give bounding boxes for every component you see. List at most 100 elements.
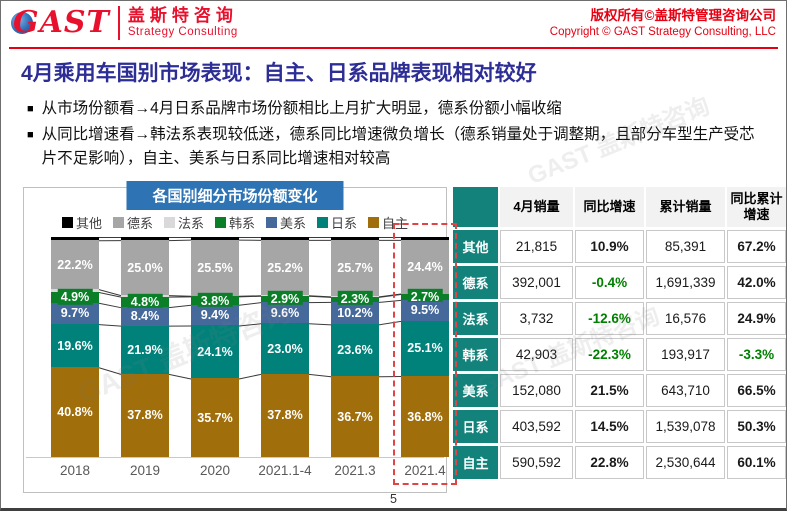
x-axis-label-2021.3: 2021.3 <box>334 463 376 478</box>
bar-value-label: 40.8% <box>54 403 96 421</box>
bullet-square-icon: ■ <box>27 103 34 115</box>
bar-value-label: 25.5% <box>194 259 236 276</box>
bar-value-label: 25.7% <box>334 259 376 277</box>
table-row-label-美系: 美系 <box>453 374 498 407</box>
bar-value-label: 37.8% <box>124 407 166 424</box>
table-cell: 42,903 <box>500 338 573 371</box>
table-cell: 16,576 <box>646 302 725 335</box>
chart-legend: 其他 德系 法系 韩系 美系 日系 自主 <box>24 213 446 232</box>
legend-swatch-icon <box>266 217 277 228</box>
table-cell: 10.9% <box>575 230 644 263</box>
bullet-item-2: ■ 从同比增速看→韩法系表现较低迷，德系同比增速微负增长（德系销量处于调整期，且… <box>27 123 769 171</box>
logo-name-cn: 盖斯特咨询 <box>127 6 238 26</box>
legend-item-美系: 美系 <box>266 213 306 232</box>
bar-value-label: 36.7% <box>334 408 376 425</box>
highlight-dashed-box <box>393 223 457 485</box>
bar-value-label: 2.9% <box>267 290 303 308</box>
table-header-cell: 同比累计增速 <box>727 187 786 227</box>
bar-value-label: 9.7% <box>57 305 93 322</box>
bar-segment-其他-2021.1-4 <box>261 237 309 240</box>
bar-value-label: 2.3% <box>337 291 373 308</box>
table-cell: 24.9% <box>727 302 786 335</box>
table-cell: 14.5% <box>575 410 644 443</box>
table-cell: 42.0% <box>727 266 786 299</box>
bar-value-label: 22.2% <box>54 256 96 273</box>
table-corner-cell <box>453 187 498 227</box>
legend-item-法系: 法系 <box>163 213 204 232</box>
x-axis-label-2021.1-4: 2021.1-4 <box>258 463 312 478</box>
x-axis-label-2019: 2019 <box>129 463 161 478</box>
table-cell: 66.5% <box>727 374 786 407</box>
x-axis-label-2021.4: 2021.4 <box>404 463 446 478</box>
table-cell: -22.3% <box>575 338 644 371</box>
bar-segment-其他-2021.3 <box>331 237 379 240</box>
header-rule <box>9 47 778 49</box>
bar-segment-其他-2019 <box>121 237 169 241</box>
logo-names: 盖斯特咨询 Strategy Consulting <box>128 7 238 38</box>
legend-item-韩系: 韩系 <box>214 213 255 232</box>
bar-value-label: 24.4% <box>404 258 446 275</box>
page-number: 5 <box>390 492 397 506</box>
globe-icon <box>11 12 33 34</box>
bullet-square-icon: ■ <box>27 129 34 142</box>
header: GAST 盖斯特咨询 Strategy Consulting 版权所有©盖斯特管… <box>1 1 786 49</box>
logo-divider <box>117 6 120 40</box>
logo-gast-wordmark: GAST <box>11 5 110 41</box>
bullet-item-1: ■ 从市场份额看→4月日系品牌市场份额相比上月扩大明显，德系份额小幅收缩 <box>27 97 769 121</box>
bullet-text-1: 从市场份额看→4月日系品牌市场份额相比上月扩大明显，德系份额小幅收缩 <box>41 100 562 117</box>
table-row-label-日系: 日系 <box>453 410 498 443</box>
legend-label: 韩系 <box>228 216 255 231</box>
bullet-list: ■ 从市场份额看→4月日系品牌市场份额相比上月扩大明显，德系份额小幅收缩 ■ 从… <box>27 97 769 173</box>
table-header-cell: 累计销量 <box>646 187 725 227</box>
table-cell: 21,815 <box>500 230 573 263</box>
chart-title: 各国别细分市场份额变化 <box>126 181 344 210</box>
bar-value-label: 35.7% <box>194 409 236 426</box>
table-cell: 60.1% <box>727 446 786 479</box>
bar-value-label: 25.2% <box>264 259 306 276</box>
table-cell: 50.3% <box>727 410 786 443</box>
bar-value-label: 4.9% <box>57 289 93 306</box>
table-cell: 643,710 <box>646 374 725 407</box>
table-row-label-自主: 自主 <box>453 446 498 479</box>
bar-value-label: 37.8% <box>264 407 306 424</box>
legend-label: 法系 <box>177 216 204 231</box>
bar-segment-其他-2018 <box>51 237 99 241</box>
bar-value-label: 4.8% <box>127 293 163 311</box>
page-title: 4月乘用车国别市场表现：自主、日系品牌表现相对较好 <box>21 62 537 85</box>
logo-name-en: Strategy Consulting <box>127 26 238 39</box>
table-cell: 1,691,339 <box>646 266 725 299</box>
legend-swatch-icon <box>112 217 124 228</box>
table-cell: 67.2% <box>727 230 786 263</box>
table-cell: 392,001 <box>500 266 573 299</box>
table-cell: 152,080 <box>500 374 573 407</box>
legend-item-日系: 日系 <box>317 213 357 232</box>
bar-value-label: 19.6% <box>54 337 96 354</box>
table-cell: 85,391 <box>646 230 725 263</box>
bar-value-label: 23.6% <box>334 342 376 359</box>
table-row-label-德系: 德系 <box>453 266 498 299</box>
x-axis-label-2020: 2020 <box>199 463 231 478</box>
connector-lines <box>26 237 444 458</box>
bar-value-label: 2.7% <box>407 288 443 306</box>
legend-swatch-icon <box>368 217 380 228</box>
company-logo: GAST 盖斯特咨询 Strategy Consulting <box>11 5 238 41</box>
bar-value-label: 9.5% <box>407 302 443 319</box>
legend-label: 日系 <box>331 216 358 231</box>
table-row-label-法系: 法系 <box>453 302 498 335</box>
bar-value-label: 36.8% <box>404 408 446 425</box>
summary-table: 4月销量 同比增速 累计销量 同比累计增速 其他 21,815 10.9% 85,391 67.… <box>453 187 786 479</box>
table-cell: -3.3% <box>727 338 786 371</box>
legend-item-其他: 其他 <box>61 213 102 232</box>
bar-value-label: 23.0% <box>264 340 306 357</box>
copyright-en: Copyright © GAST Strategy Consulting, LL… <box>549 26 776 39</box>
bullet-text-2: 从同比增速看→韩法系表现较低迷，德系同比增速微负增长（德系销量处于调整期，且部分… <box>41 126 755 168</box>
legend-swatch-icon <box>61 217 73 228</box>
bar-value-label: 25.0% <box>124 259 166 276</box>
table-cell: -12.6% <box>575 302 644 335</box>
legend-swatch-icon <box>214 217 226 228</box>
legend-label: 美系 <box>280 216 307 231</box>
logo-acronym: GAST <box>13 5 110 40</box>
market-share-chart-panel: 各国别细分市场份额变化 其他 德系 法系 韩系 美系 日系 自主 2018 2019 2020 2… <box>23 181 457 493</box>
bar-value-label: 9.6% <box>267 304 303 321</box>
